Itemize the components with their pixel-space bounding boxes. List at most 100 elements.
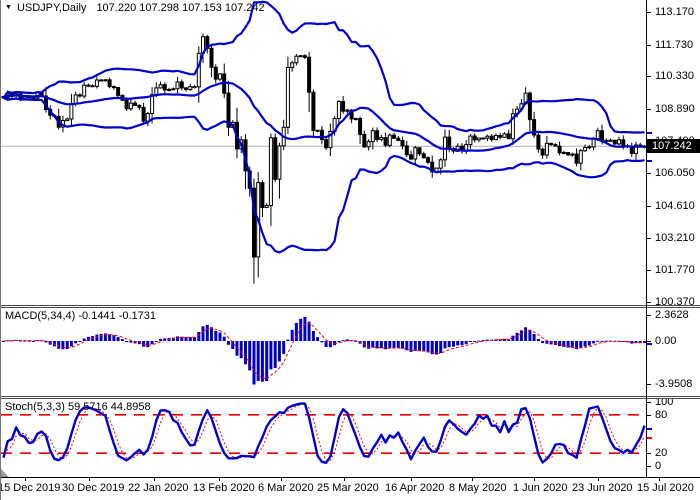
candle-body <box>179 81 184 89</box>
candle-body <box>566 152 571 156</box>
candle-body <box>171 88 176 91</box>
macd-histogram-bar <box>532 334 536 341</box>
date-tick <box>89 478 90 481</box>
macd-histogram-bar <box>481 340 485 342</box>
indicator-value-tick <box>647 343 652 345</box>
candle-body <box>319 129 324 141</box>
macd-histogram-bar <box>252 341 256 385</box>
date-label: 6 Mar 2020 <box>258 482 314 494</box>
price-axis-label: 110.330 <box>655 70 694 82</box>
macd-histogram-bar <box>277 341 281 362</box>
macd-histogram-bar <box>222 336 226 341</box>
candle-body <box>90 85 95 88</box>
stoch-axis[interactable]: 100 80 20 0 <box>647 399 700 477</box>
macd-axis[interactable]: 2.3628 0.00 -3.9508 <box>647 308 700 396</box>
candle-body <box>341 101 346 112</box>
candle-body <box>553 144 558 147</box>
candle-body <box>387 134 392 146</box>
candle-body <box>617 139 621 145</box>
macd-histogram-bar <box>367 341 371 349</box>
candle-body <box>298 55 303 58</box>
macd-histogram-bar <box>630 341 634 344</box>
date-label: 22 Jan 2020 <box>128 482 189 494</box>
candle-body <box>532 119 537 136</box>
macd-histogram-bar <box>621 341 625 342</box>
price-chart-canvas[interactable] <box>1 0 646 305</box>
candle-body <box>82 84 87 97</box>
macd-histogram-bar <box>103 333 107 341</box>
candle-body <box>502 133 507 138</box>
macd-histogram-bar <box>460 341 464 346</box>
macd-histogram-bar <box>341 340 345 342</box>
candle-body <box>184 87 188 91</box>
axis-tick <box>647 402 651 403</box>
date-tick <box>472 478 473 481</box>
date-axis[interactable]: 15 Dec 2019 30 Dec 2019 22 Jan 2020 13 Feb … <box>1 477 700 500</box>
macd-histogram-bar <box>592 341 596 344</box>
price-axis[interactable]: 113.170111.730110.330108.890107.490106.0… <box>647 0 700 305</box>
macd-histogram-bar <box>320 341 324 343</box>
macd-histogram-bar <box>184 337 188 341</box>
candle-body <box>481 137 486 140</box>
candle-body <box>430 161 435 173</box>
axis-tick <box>647 12 651 13</box>
stoch-values: 59.5716 44.8958 <box>67 401 151 413</box>
macd-histogram-bar <box>507 339 511 341</box>
macd-histogram-bar <box>78 341 82 342</box>
macd-histogram-bar <box>528 329 532 341</box>
macd-histogram-bar <box>218 332 222 341</box>
macd-histogram-bar <box>604 340 608 342</box>
candle-body <box>383 137 388 146</box>
macd-histogram-bar <box>638 341 642 343</box>
macd-histogram-bar <box>435 341 438 355</box>
macd-histogram-bar <box>545 341 549 344</box>
macd-histogram-bar <box>248 341 252 371</box>
candle-body <box>268 137 273 207</box>
candle-body <box>336 101 341 119</box>
macd-histogram-bar <box>511 335 515 341</box>
macd-panel[interactable]: MACD(5,34,4) -0.1441 -0.1731 <box>1 308 646 396</box>
macd-canvas[interactable] <box>1 308 646 396</box>
macd-histogram-bar <box>290 329 294 341</box>
macd-histogram-bar <box>197 332 201 341</box>
macd-histogram-bar <box>294 322 298 341</box>
macd-histogram-bar <box>265 341 269 382</box>
candle-body <box>506 133 511 140</box>
candle-body <box>311 91 316 131</box>
macd-histogram-bar <box>74 341 78 344</box>
macd-histogram-bar <box>180 336 184 341</box>
macd-histogram-bar <box>473 341 477 342</box>
candle-body <box>587 146 592 149</box>
candle-body <box>358 118 363 135</box>
price-axis-label: 101.770 <box>655 264 695 276</box>
candle-body <box>421 153 426 159</box>
axis-tick <box>647 315 651 316</box>
macd-histogram-bar <box>600 340 604 342</box>
price-chart-panel[interactable]: ▼ USDJPY,Daily 107.220 107.298 107.153 107… <box>1 0 646 305</box>
macd-histogram-bar <box>328 341 332 348</box>
macd-histogram-bar <box>2 341 5 342</box>
candle-body <box>540 148 545 156</box>
macd-histogram-bar <box>579 341 583 348</box>
macd-axis-label: -3.9508 <box>655 378 693 390</box>
candle-body <box>116 87 121 96</box>
macd-histogram-bar <box>558 341 562 347</box>
date-label: 30 Dec 2019 <box>62 482 125 494</box>
macd-histogram-bar <box>443 341 447 349</box>
macd-histogram-bar <box>324 341 328 347</box>
panel-separator[interactable] <box>1 396 700 399</box>
candle-body <box>111 86 116 89</box>
panel-separator[interactable] <box>1 305 700 308</box>
date-tick <box>598 478 599 481</box>
stoch-canvas[interactable] <box>1 399 646 477</box>
macd-histogram-bar <box>536 339 540 341</box>
candle-body <box>370 130 375 143</box>
stoch-panel[interactable]: Stoch(5,3,3) 59.5716 44.8958 <box>1 399 646 477</box>
candle-body <box>396 137 401 141</box>
date-tick <box>281 478 282 481</box>
candle-body <box>476 137 481 141</box>
candle-body <box>188 86 193 90</box>
date-label: 25 Mar 2020 <box>317 482 379 494</box>
axis-tick <box>647 76 651 77</box>
macd-histogram-bar <box>23 340 27 342</box>
